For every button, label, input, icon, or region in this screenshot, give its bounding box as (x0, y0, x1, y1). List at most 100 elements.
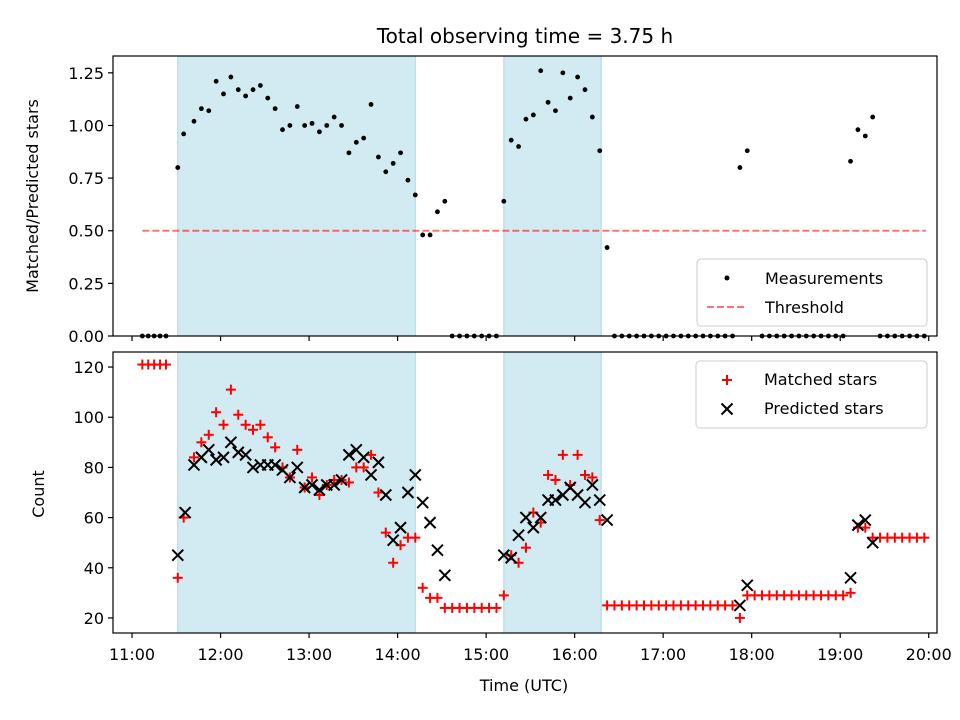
matched-star-point (380, 527, 391, 538)
predicted-star-point (178, 506, 192, 519)
predicted-star-point (578, 496, 592, 509)
measurement-point (597, 148, 603, 154)
shaded-interval-2 (503, 55, 602, 337)
predicted-star-point (438, 569, 452, 582)
predicted-star-point (224, 436, 238, 449)
predicted-star-point (549, 493, 562, 507)
predicted-star-point (859, 513, 872, 527)
predicted-star-point (364, 468, 378, 482)
measurement-point (427, 232, 433, 238)
predicted-star-point (527, 521, 540, 534)
bottom-legend: Matched stars Predicted stars (695, 360, 928, 429)
matched-star-point (314, 490, 325, 501)
predicted-star-point (342, 448, 356, 462)
legend-label-measurements: Measurements (765, 269, 883, 288)
matched-star-points (137, 359, 930, 623)
x-tick-label: 18:00 (729, 645, 775, 664)
predicted-star-point (600, 513, 614, 527)
predicted-star-point (386, 533, 400, 547)
measurement-point (317, 129, 322, 135)
matched-star-point (172, 572, 183, 583)
measurement-point (257, 83, 263, 88)
measurement-point (213, 78, 219, 84)
matched-star-point (587, 472, 598, 483)
legend-label-matched: Matched stars (764, 370, 877, 389)
measurement-point (309, 120, 315, 126)
legend-predicted-marker (720, 402, 734, 416)
measurement-point (435, 209, 440, 215)
x-tick-label: 11:00 (109, 645, 155, 664)
x-tick-label: 13:00 (286, 645, 332, 664)
bottom-x-ticks: 11:00 12:00 13:00 14:00 15:00 16:00 17:00 18:00… (109, 633, 952, 664)
matched-star-point (307, 472, 318, 483)
predicted-star-point (246, 461, 260, 474)
measurement-point (198, 106, 204, 112)
measurement-point (604, 245, 610, 250)
x-tick-label: 16:00 (552, 645, 598, 664)
measurement-point (567, 95, 573, 101)
predicted-star-point (409, 468, 422, 482)
predicted-star-point (209, 453, 223, 467)
matched-star-point (838, 590, 849, 601)
measurement-point (191, 118, 197, 124)
predicted-star-point (232, 446, 245, 459)
top-x-ticks (131, 336, 930, 341)
predicted-star-points (171, 436, 879, 612)
measurement-point (383, 169, 389, 175)
y-tick-label: 20 (84, 609, 104, 628)
measurement-point (280, 127, 285, 133)
measurement-point (855, 127, 861, 133)
x-tick-label: 15:00 (463, 645, 509, 664)
measurement-point (235, 87, 241, 93)
matched-star-point (218, 419, 229, 430)
predicted-star-point (733, 599, 747, 612)
predicted-star-point (239, 448, 252, 462)
bottom-shaded-intervals (177, 351, 602, 634)
y-tick-label: 0.50 (68, 222, 104, 241)
predicted-star-point (202, 443, 215, 457)
measurement-point (287, 123, 293, 128)
y-tick-label: 80 (84, 458, 104, 477)
predicted-star-point (851, 518, 865, 532)
predicted-star-point (217, 451, 230, 464)
matched-star-point (240, 419, 251, 430)
legend-box (695, 360, 928, 429)
measurement-point (339, 123, 344, 128)
predicted-star-point (586, 478, 599, 492)
bottom-y-axis-label: Count (29, 470, 48, 518)
top-y-axis-label: Matched/Predicted stars (23, 99, 42, 293)
top-axes-frame (112, 55, 938, 337)
measurement-point (390, 160, 396, 166)
measurement-point (560, 70, 566, 76)
measurement-point (206, 108, 212, 114)
measurement-point (523, 116, 529, 122)
shaded-interval-2 (503, 351, 602, 634)
matched-star-point (498, 590, 509, 601)
top-y-ticks: 0.00 0.25 0.50 0.75 1.00 1.25 (68, 64, 113, 346)
predicted-star-point (844, 571, 857, 585)
matched-star-point (255, 419, 266, 430)
matched-star-point (233, 409, 244, 420)
measurement-point (294, 104, 300, 109)
predicted-star-point (431, 543, 444, 557)
x-tick-label: 12:00 (198, 645, 244, 664)
predicted-star-point (171, 549, 184, 562)
matched-star-point (188, 452, 199, 463)
predicted-star-point (335, 473, 348, 487)
matched-star-point (860, 522, 871, 533)
matched-star-point (373, 487, 384, 498)
measurement-point (575, 74, 580, 80)
measurement-point (361, 135, 367, 141)
predicted-star-point (512, 528, 525, 542)
measurement-point (589, 114, 595, 120)
measurement-point (376, 154, 381, 160)
measurement-point (870, 114, 876, 120)
measurement-point (420, 232, 426, 238)
chart-title: Total observing time = 3.75 h (376, 24, 673, 48)
predicted-star-point (401, 486, 415, 499)
measurement-point (501, 198, 507, 204)
top-legend: Measurements Threshold (696, 258, 928, 327)
bottom-panel: 20 40 60 80 100 120 11:00 12:00 13:00 14:00 15:00… (29, 351, 952, 695)
matched-star-point (248, 424, 259, 435)
matched-star-point (919, 532, 930, 543)
